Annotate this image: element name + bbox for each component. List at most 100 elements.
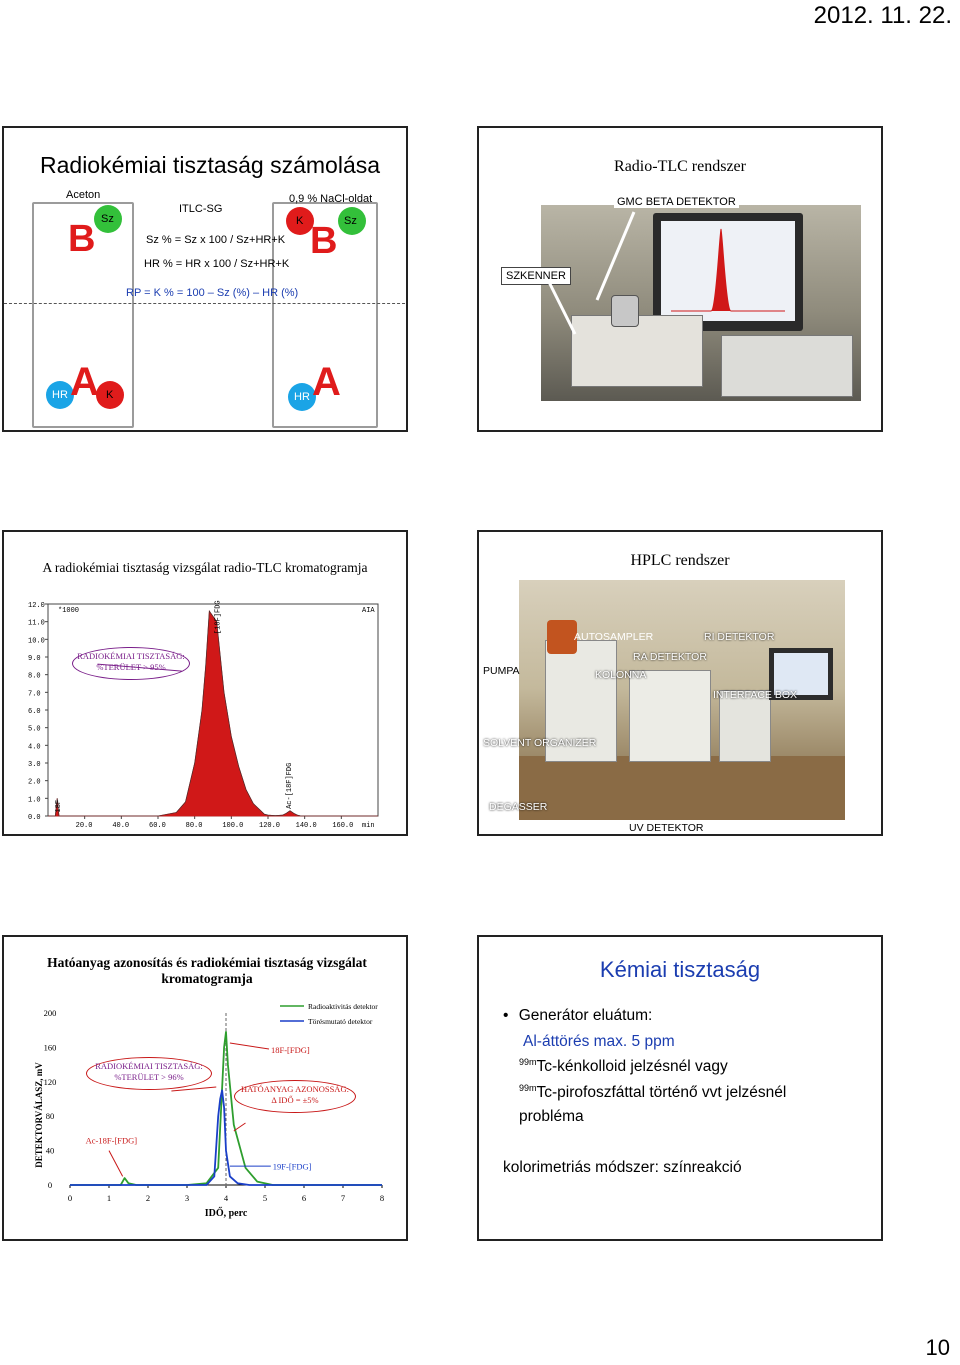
x-tick-label: 3: [185, 1193, 189, 1203]
spot-hr-right: [288, 383, 316, 411]
spot-hr-left: [46, 381, 74, 409]
x-axis-label: IDŐ, perc: [205, 1207, 248, 1219]
detector-units: [719, 690, 771, 762]
x-tick-label: 0: [68, 1193, 72, 1203]
detector-label: GMC BETA DETEKTOR: [614, 196, 739, 208]
spot-k-right-label: K: [296, 215, 304, 227]
x-tick-label: 2: [146, 1193, 150, 1203]
label-pumpa: PUMPA: [483, 665, 520, 677]
series-line: [48, 610, 378, 817]
isotope-sup: 99m: [519, 1057, 537, 1067]
line-problem: probléma: [519, 1108, 584, 1125]
x-tick-label: 160.0: [332, 822, 353, 830]
slide-title: A radiokémiai tisztaság vizsgálat radio-…: [42, 560, 368, 575]
bullet-1: • Generátor eluátum:: [503, 1007, 652, 1025]
isotope-sup: 99m: [519, 1083, 537, 1093]
series-radioactivity: [70, 1031, 382, 1186]
arrow-ac-fdg: [108, 1150, 124, 1177]
x-tick-label: 20.0: [76, 822, 93, 830]
y-tick-label: 7.0: [28, 690, 41, 698]
x-tick-label: 140.0: [296, 822, 317, 830]
label-ac-fdg: Ac-18F-[FDG]: [86, 1136, 138, 1146]
slide-title: Radiokémiai tisztaság számolása: [40, 152, 381, 178]
label-fdg-bottom: 19F-[FDG]: [273, 1162, 312, 1172]
tlc-chromatogram: 0.0 1.0 2.0 3.0 4.0 5.0 6.0 7.0 8.0 9.0 10.0 11.0 12…: [28, 600, 379, 830]
x-tick-label: 80.0: [186, 822, 203, 830]
corner-left-label: *1000: [58, 607, 79, 615]
y-tick-label: 10.0: [28, 637, 45, 645]
slide-title: Radio-TLC rendszer: [614, 158, 746, 175]
y-tick-label: 0.0: [28, 814, 41, 822]
label-interface-box: INTERFACE BOX: [713, 689, 798, 701]
label-autosampler: AUTOSAMPLER: [574, 631, 654, 643]
y-tick-label: 0: [48, 1180, 52, 1190]
pc-screen: [774, 653, 828, 695]
peak-label-minor: Ac-[18F]FDG: [286, 763, 294, 809]
legend-label-ri: Törésmutató detektor: [308, 1017, 373, 1026]
hplc-chromatogram: 0 40 80 120 160 200 0 1 2 3 4 5 6 7 8 IDŐ, perc DETEKTOR…: [34, 1002, 384, 1219]
plate-type-label: ITLC-SG: [179, 203, 223, 215]
purity-line-1: RADIOKÉMIAI TISZTASÁG:: [95, 1061, 203, 1071]
letter-b-right: B: [310, 220, 338, 262]
header-date: 2012. 11. 22.: [813, 2, 952, 29]
y-tick-label: 2.0: [28, 779, 41, 787]
x-tick-label: 100.0: [222, 822, 243, 830]
slide-radio-tlc-chromatogram: A radiokémiai tisztaság vizsgálat radio-…: [2, 530, 408, 836]
pc-tower: [721, 335, 853, 397]
identity-line-1: HATÓANYAG AZONOSSÁG:: [241, 1084, 349, 1094]
screen-peak: [671, 228, 785, 312]
y-tick-label: 1.0: [28, 796, 41, 804]
label-kolonna: KOLONNA: [595, 669, 647, 681]
x-tick-label: 60.0: [149, 822, 166, 830]
x-tick-label: 120.0: [259, 822, 280, 830]
identity-line-2: Δ IDŐ = ±5%: [271, 1095, 319, 1105]
instrument-stack: [545, 640, 617, 762]
y-tick-label: 12.0: [28, 602, 45, 610]
spot-k-right: [286, 207, 314, 235]
detector-cylinder: [611, 295, 639, 327]
label-solvent-organizer: SOLVENT ORGANIZER: [483, 737, 597, 749]
slide-title: HPLC rendszer: [630, 552, 730, 569]
peak-label-start: 18F: [55, 800, 63, 813]
letter-b-left: B: [68, 218, 96, 260]
tlc-strip-right: [272, 202, 378, 428]
y-tick-label: 11.0: [28, 620, 45, 628]
y-tick-label: 80: [46, 1111, 55, 1121]
y-tick-label: 120: [44, 1077, 57, 1087]
formula-sz: Sz % = Sz x 100 / Sz+HR+K: [146, 234, 286, 246]
y-tick-label: 3.0: [28, 761, 41, 769]
bullet-1-text: Generátor eluátum:: [518, 1007, 653, 1024]
y-tick-label: 160: [44, 1042, 57, 1052]
x-tick-label: 7: [341, 1193, 345, 1203]
hplc-photo: [519, 580, 845, 820]
y-tick-label: 4.0: [28, 743, 41, 751]
front-line: [4, 303, 406, 304]
bullet-dot: •: [503, 1007, 509, 1024]
footer-line: kolorimetriás módszer: színreakció: [503, 1159, 742, 1176]
solvent-bottles: [547, 620, 577, 654]
line-tc-pyro: 99mTc-pirofoszfáttal történő vvt jelzésn…: [519, 1083, 786, 1102]
slide-hplc-system: HPLC rendszer AUTOSAMPLER RI DETEKTOR PU…: [477, 530, 883, 836]
letter-a-left: A: [70, 360, 99, 404]
x-tick-label: 8: [380, 1193, 384, 1203]
legend-label-radio: Radioaktivitás detektor: [308, 1002, 378, 1011]
line-tc-pyro-text: Tc-pirofoszfáttal történő vvt jelzésnél: [536, 1084, 787, 1102]
label-degasser: DEGASSER: [489, 801, 548, 813]
arrow-purity: [171, 1086, 217, 1092]
solvent-right-label: 0,9 % NaCl-oldat: [289, 193, 373, 205]
line-tc-sulfur: 99mTc-kénkolloid jelzésnél vagy: [519, 1057, 728, 1076]
slide-radio-tlc-system: Radio-TLC rendszer GMC BETA DETEKTOR SZK…: [477, 126, 883, 432]
spot-sz-left-label: Sz: [101, 213, 114, 225]
page-number: 10: [925, 1335, 950, 1360]
label-ra-detektor: RA DETEKTOR: [633, 651, 707, 663]
x-tick-label: 6: [302, 1193, 306, 1203]
radio-tlc-photo: [541, 205, 861, 401]
spot-k-left-label: K: [106, 389, 114, 401]
formula-hr: HR % = HR x 100 / Sz+HR+K: [144, 258, 290, 270]
letter-a-right: A: [312, 360, 341, 404]
scanner-label: SZKENNER: [501, 267, 571, 285]
arrows: [547, 211, 636, 335]
purity-annotation: RADIOKÉMIAI TISZTASÁG: %TERÜLET > 95%: [72, 647, 190, 680]
slide-hplc-chromatogram: Hatóanyag azonosítás és radiokémiai tisz…: [2, 935, 408, 1241]
purity-line-1: RADIOKÉMIAI TISZTASÁG:: [77, 651, 185, 661]
